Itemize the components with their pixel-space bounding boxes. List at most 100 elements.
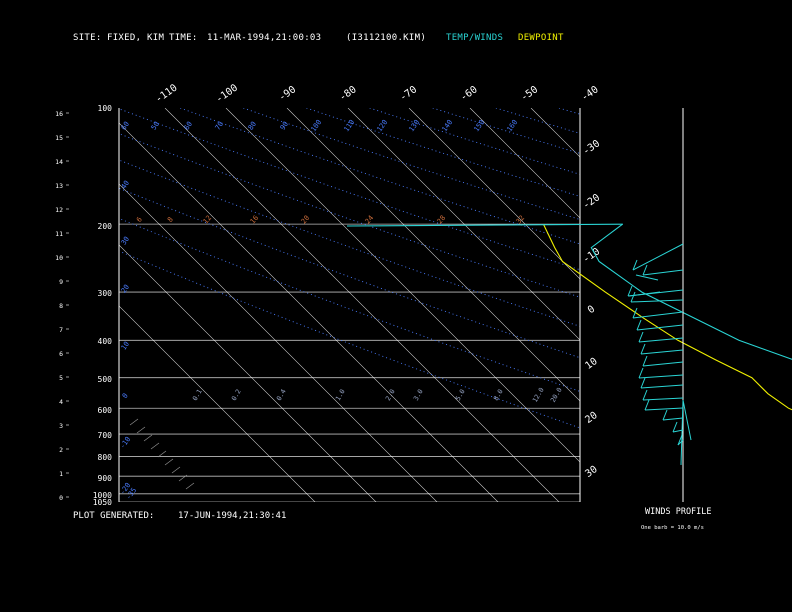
pressure-tick: 100: [98, 104, 113, 113]
dry-adiabat-line: [180, 108, 580, 245]
mixing-label-top: 24: [364, 214, 376, 226]
mixing-label-top: 16: [249, 214, 261, 226]
pressure-tick: 500: [98, 375, 113, 384]
wind-barb: [662, 417, 684, 421]
height-tick: 12: [55, 206, 63, 214]
isotherm-line: [119, 244, 377, 502]
height-tick: 13: [55, 182, 63, 190]
wind-barb-flag: [640, 377, 646, 389]
adiabat-label: 130: [407, 118, 421, 133]
adiabat-label: 90: [279, 120, 290, 132]
wind-barb-flag: [677, 434, 683, 446]
footer-label: PLOT GENERATED:: [73, 511, 155, 521]
wind-barb: [636, 324, 684, 331]
isotherm-line: [119, 122, 499, 502]
adiabat-left-label: 10: [120, 340, 131, 352]
height-tick: 3: [59, 422, 63, 430]
temp-right-label: 0: [586, 304, 597, 316]
temp-top-label: -50: [519, 84, 540, 103]
diagonal-tick: [185, 482, 195, 490]
wind-barb-flag: [642, 389, 648, 401]
adiabat-label: 60: [183, 120, 194, 132]
height-tick: 9: [59, 278, 63, 286]
wind-barb-flag: [627, 285, 633, 297]
wind-barb-flag: [632, 259, 638, 271]
time-value: 11-MAR-1994,21:00:03: [207, 33, 322, 43]
temp-right-label: -20: [581, 192, 602, 211]
dry-adiabat-line: [558, 108, 580, 115]
site-value: FIXED, KIM: [107, 33, 165, 43]
mixing-label-top: 32: [515, 214, 527, 226]
height-tick: 4: [59, 398, 63, 406]
isotherm-line: [286, 108, 580, 402]
height-tick: 16: [55, 110, 63, 118]
mixing-label-mid: 20.0: [549, 386, 564, 404]
wind-barb: [682, 399, 692, 441]
dry-adiabat-line: [306, 108, 580, 197]
dry-adiabat-line: [432, 108, 580, 154]
legend-temp: TEMP/WINDS: [446, 33, 504, 43]
wind-barb-flag: [638, 367, 644, 379]
mixing-label-mid: 12.0: [531, 386, 546, 404]
plot-area: [119, 108, 792, 502]
wind-barb-flag: [662, 409, 668, 421]
adiabat-label: 160: [505, 118, 519, 133]
diagonal-tick: [157, 450, 167, 458]
dry-adiabat-line: [119, 159, 580, 327]
mixing-label-mid: 0.4: [275, 388, 288, 402]
wind-barb: [640, 384, 684, 389]
isotherm-line: [714, 108, 792, 502]
dry-adiabat-line: [685, 108, 792, 502]
wind-barb-flag: [638, 331, 644, 343]
isotherm-line: [225, 108, 580, 463]
wind-barb: [672, 429, 684, 433]
wind-barb-flag: [640, 343, 646, 355]
wind-barb-flag: [632, 307, 638, 319]
temp-top-label: -110: [154, 83, 180, 106]
height-tick: 1: [59, 470, 63, 478]
height-tick: 10: [55, 254, 63, 262]
mixing-ratio-line: [784, 224, 792, 502]
diagonal-tick: [129, 418, 139, 426]
height-tick: 15: [55, 134, 63, 142]
diagonal-tick: [178, 474, 188, 482]
wind-barb: [632, 311, 684, 319]
pressure-tick: 700: [98, 431, 113, 440]
isotherm-line: [775, 108, 792, 502]
dry-adiabat-line: [622, 108, 792, 502]
temp-top-label: -40: [580, 84, 601, 103]
isotherm-line: [530, 108, 580, 158]
temp-right-label: 20: [583, 410, 599, 426]
adiabat-left-label: 30: [120, 235, 131, 247]
wind-barb: [642, 269, 684, 276]
dry-adiabat-line: [119, 108, 580, 271]
diagonal-tick: [171, 466, 181, 474]
pressure-tick: 200: [98, 222, 113, 231]
diagonal-tick: [136, 426, 146, 434]
legend-dew: DEWPOINT: [518, 33, 564, 43]
pressure-tick: 300: [98, 289, 113, 298]
mixing-label-mid: 5.0: [454, 388, 467, 402]
mixing-label-top: 20: [300, 214, 312, 226]
wind-barb-flag: [644, 399, 650, 411]
pressure-tick: 1000: [93, 491, 112, 500]
isotherm-line: [164, 108, 560, 502]
adiabat-label: 50: [150, 120, 161, 132]
adiabat-label: 150: [472, 118, 486, 133]
dry-adiabat-line: [243, 108, 580, 221]
wind-barb-flag: [628, 291, 661, 297]
wind-barb-flag: [642, 355, 648, 367]
mixing-label-top: 12: [202, 214, 214, 226]
wind-barb: [680, 399, 684, 466]
isotherm-line: [592, 108, 792, 502]
adiabat-label: 120: [375, 118, 389, 133]
winds-profile-note: One barb = 10.0 m/s: [641, 525, 704, 531]
diagonal-tick: [143, 434, 153, 442]
temp-top-label: -100: [214, 83, 240, 106]
mixing-label-mid: 3.0: [412, 388, 425, 402]
isotherm-line: [119, 183, 438, 502]
diagonal-tick: [164, 458, 174, 466]
wind-barb: [630, 299, 684, 303]
isotherm-line: [347, 108, 580, 341]
wind-barb: [638, 374, 684, 379]
